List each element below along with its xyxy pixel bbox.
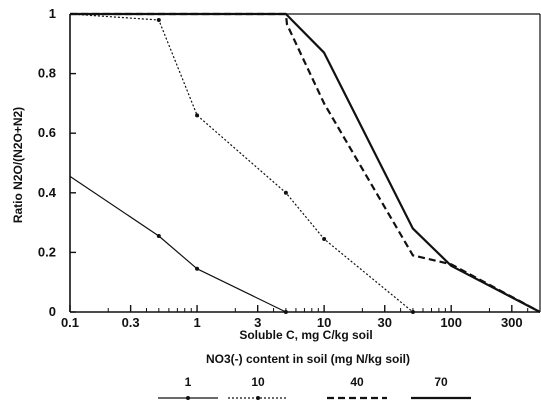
data-point-10	[283, 190, 288, 195]
y-tick-label: 1	[49, 6, 56, 21]
x-tick-label: 3	[254, 315, 261, 330]
x-tick-label: 0.3	[122, 315, 140, 330]
series-line-1	[69, 175, 287, 313]
data-point-1	[156, 234, 161, 239]
x-tick-label: 30	[378, 315, 392, 330]
y-tick-label: 0.6	[38, 125, 56, 140]
legend-label-10: 10	[251, 375, 265, 389]
data-point-10	[156, 17, 161, 22]
y-tick-label: 0.8	[38, 66, 56, 81]
series-layer	[69, 12, 541, 314]
axes-layer: 0 0.2 0.4 0.6 0.8 1 0.1 0.3 1 3 10 30 100 300	[38, 6, 541, 330]
y-axis-label: Ratio N2O/(N2O+N2)	[11, 107, 25, 223]
y-tick-label: 0.2	[38, 244, 56, 259]
data-point-1	[195, 266, 200, 271]
x-axis-label: Soluble C, mg C/kg soil	[239, 328, 372, 342]
legend-label-1: 1	[185, 375, 192, 389]
legend-label-70: 70	[434, 375, 448, 389]
data-point-10	[195, 113, 200, 118]
y-tick-label: 0	[49, 304, 56, 319]
series-line-40	[70, 12, 541, 313]
x-tick-label: 100	[440, 315, 462, 330]
x-tick-label: 0.1	[61, 315, 79, 330]
data-point-10	[410, 310, 415, 314]
legend: 1 10 40 70	[158, 375, 471, 400]
x-tick-label: 1	[193, 315, 200, 330]
x-tick-label: 10	[317, 315, 331, 330]
series-line-70	[70, 12, 541, 313]
legend-marker-10	[256, 396, 260, 400]
legend-marker-1	[186, 396, 190, 400]
data-point-10	[322, 236, 327, 241]
legend-title: NO3(-) content in soil (mg N/kg soil)	[206, 352, 410, 366]
data-point-1	[283, 310, 288, 314]
legend-label-40: 40	[350, 375, 364, 389]
y-tick-label: 0.4	[38, 185, 57, 200]
x-tick-label: 300	[501, 315, 523, 330]
series-line-10	[69, 13, 414, 313]
